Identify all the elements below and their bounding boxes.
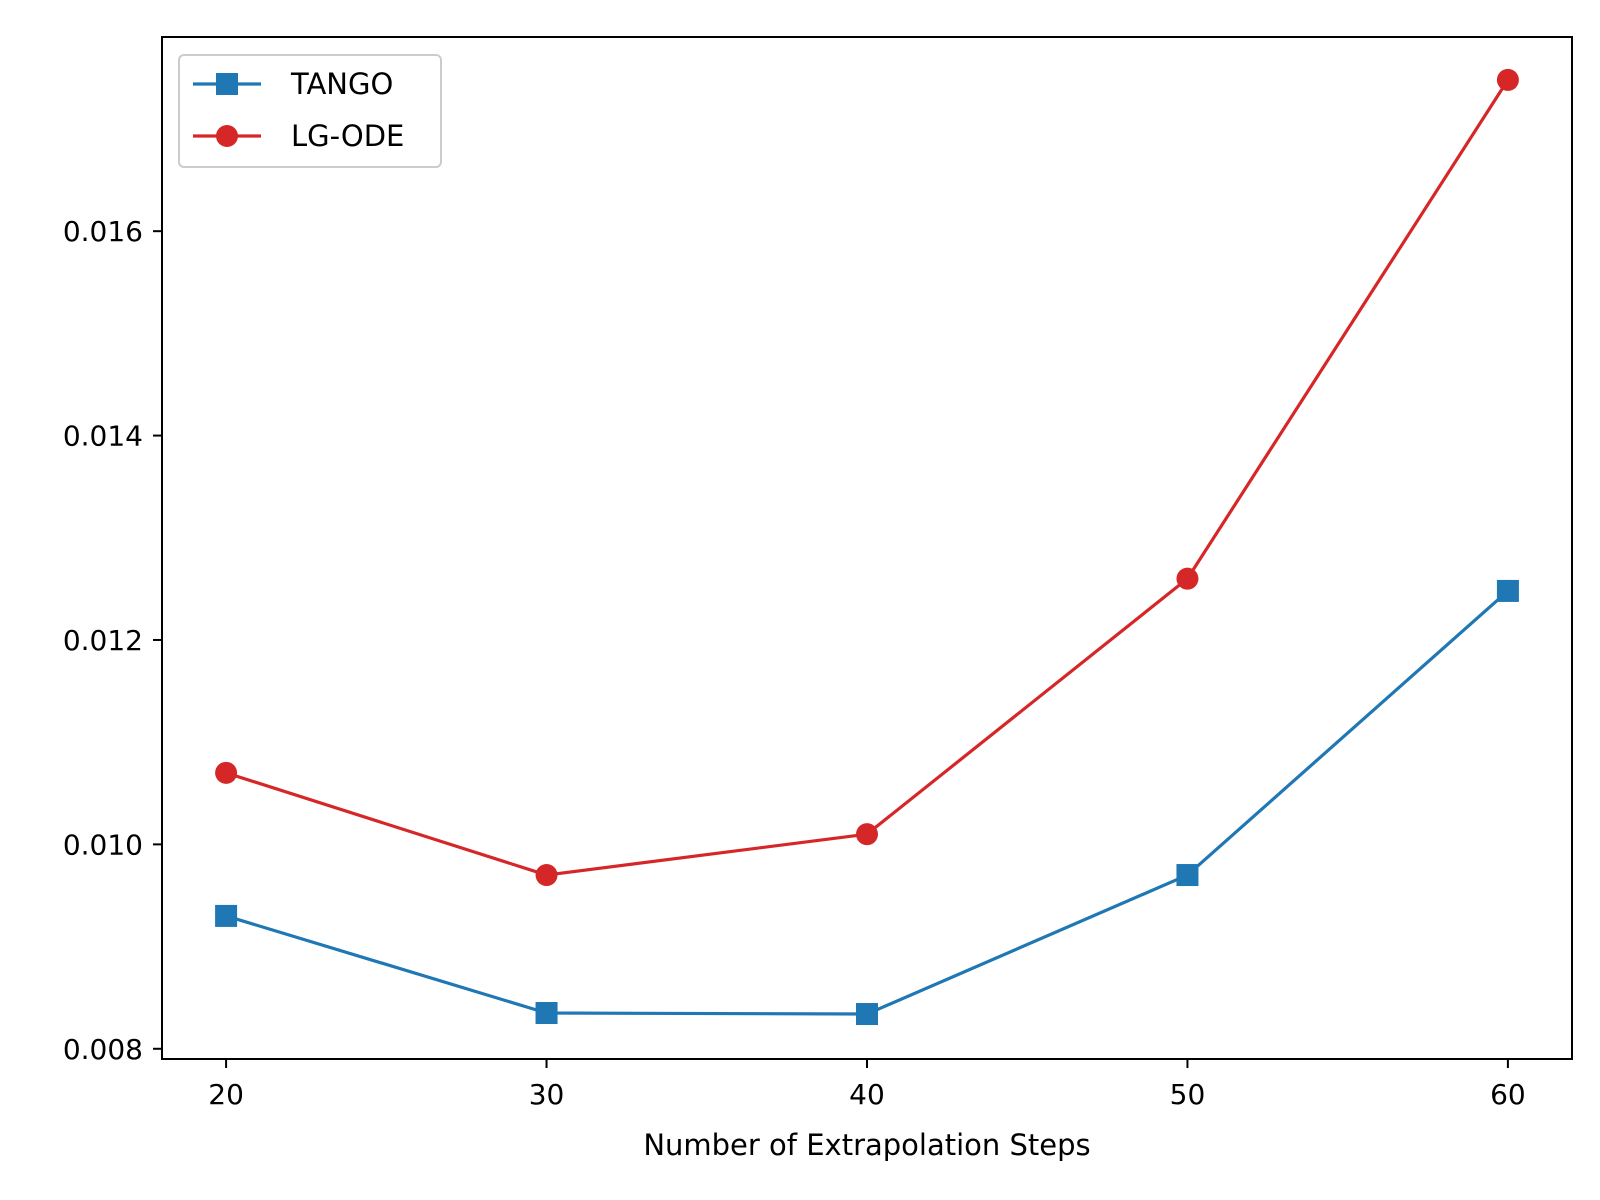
data-point-tango — [215, 904, 238, 927]
data-point-lg-ode — [1176, 567, 1199, 590]
data-point-lg-ode — [856, 823, 878, 846]
y-tick-label: 0.010 — [63, 828, 143, 861]
legend: TANGO LG-ODE — [178, 54, 442, 168]
legend-marker — [216, 73, 238, 95]
data-point-tango — [856, 1003, 878, 1026]
series-layer — [215, 68, 1519, 1026]
data-point-lg-ode — [215, 761, 238, 784]
x-axis-label: Number of Extrapolation Steps — [643, 1128, 1090, 1162]
x-tick-label: 50 — [1170, 1078, 1206, 1111]
x-tick-label: 60 — [1490, 1078, 1526, 1111]
legend-item-lg-ode: LG-ODE — [193, 119, 404, 153]
data-point-tango — [535, 1002, 558, 1025]
series-lg-ode — [215, 68, 1519, 887]
y-tick-label: 0.012 — [63, 624, 143, 657]
y-tick-label: 0.016 — [63, 215, 143, 248]
data-point-tango — [1496, 579, 1519, 602]
data-point-tango — [1176, 864, 1199, 887]
data-point-lg-ode — [1496, 68, 1519, 91]
x-tick-label: 40 — [849, 1078, 885, 1111]
y-axis: 0.008 0.010 0.012 0.014 0.016 — [63, 215, 162, 1066]
x-tick-label: 20 — [208, 1078, 244, 1111]
legend-marker — [216, 125, 238, 147]
y-tick-label: 0.008 — [63, 1033, 143, 1066]
legend-label: LG-ODE — [291, 119, 404, 153]
y-tick-label: 0.014 — [63, 420, 143, 453]
series-tango — [215, 579, 1519, 1026]
x-axis: 20 30 40 50 60 — [208, 1059, 1526, 1111]
data-point-lg-ode — [535, 864, 558, 887]
legend-item-tango: TANGO — [193, 67, 393, 101]
x-tick-label: 30 — [529, 1078, 565, 1111]
legend-label: TANGO — [290, 67, 393, 101]
